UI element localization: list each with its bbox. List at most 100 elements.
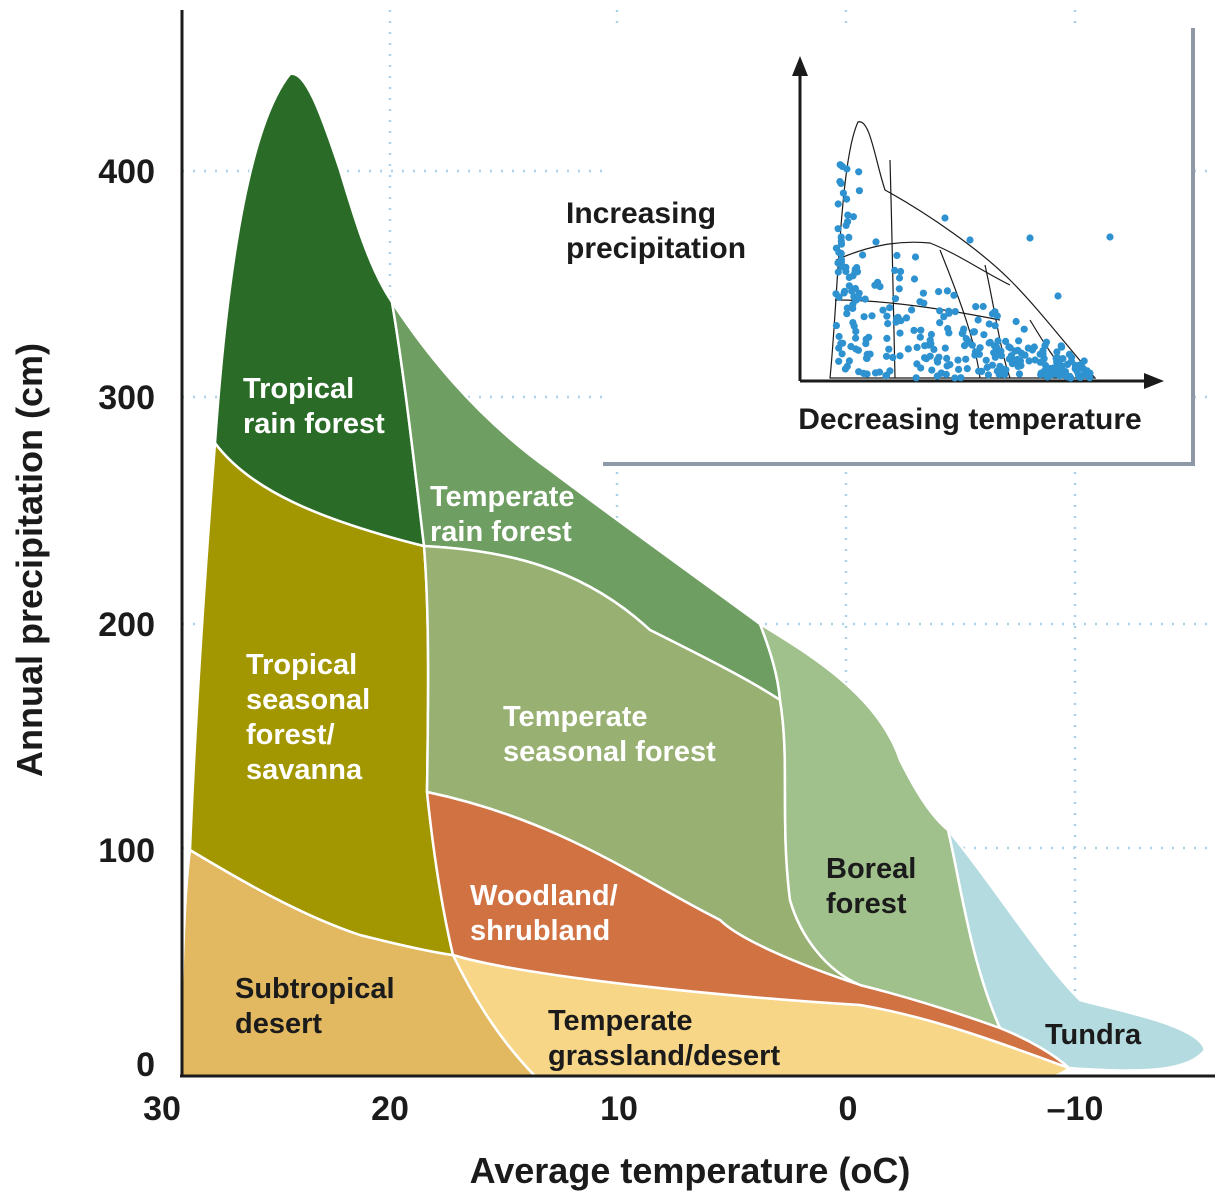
inset-point bbox=[843, 195, 851, 203]
inset-point bbox=[897, 267, 905, 276]
inset-point bbox=[926, 352, 934, 360]
inset-point bbox=[982, 356, 990, 364]
inset-point bbox=[911, 253, 920, 261]
inset-point bbox=[963, 365, 971, 373]
inset-point bbox=[885, 345, 893, 353]
inset-point bbox=[1015, 370, 1024, 378]
inset-point bbox=[928, 366, 936, 374]
inset-point bbox=[1005, 343, 1013, 351]
inset-point bbox=[891, 266, 899, 274]
inset-point bbox=[943, 287, 952, 295]
inset-point bbox=[862, 335, 870, 343]
inset-point bbox=[921, 354, 929, 362]
inset-point bbox=[1042, 338, 1050, 346]
inset-point bbox=[1071, 361, 1079, 369]
inset-point bbox=[1020, 325, 1028, 333]
inset-point bbox=[979, 302, 987, 311]
inset-point bbox=[913, 360, 921, 368]
inset-point bbox=[839, 189, 848, 197]
inset-point bbox=[937, 369, 945, 377]
biome-regions bbox=[180, 72, 1207, 1078]
inset-point bbox=[835, 248, 843, 256]
inset-point bbox=[834, 225, 842, 233]
inset-point bbox=[980, 331, 988, 339]
inset-point bbox=[990, 349, 998, 357]
inset-point bbox=[1019, 351, 1027, 359]
inset-point bbox=[950, 291, 958, 299]
inset-point bbox=[879, 306, 887, 314]
inset-point bbox=[895, 274, 904, 282]
inset-point bbox=[935, 353, 943, 361]
inset-point bbox=[991, 308, 999, 316]
inset-point bbox=[976, 344, 984, 352]
inset-point bbox=[1086, 369, 1094, 377]
inset-point bbox=[957, 374, 965, 382]
inset-point bbox=[1060, 370, 1068, 378]
inset-point bbox=[845, 233, 853, 241]
inset-point bbox=[1046, 371, 1054, 380]
inset-point bbox=[984, 371, 993, 379]
inset-point bbox=[834, 200, 842, 208]
inset-point bbox=[860, 313, 868, 321]
inset-point bbox=[868, 312, 876, 320]
inset-point bbox=[1014, 346, 1022, 354]
inset-point bbox=[855, 289, 863, 297]
inset-point bbox=[966, 236, 974, 244]
inset-point bbox=[886, 367, 894, 375]
inset-point bbox=[842, 221, 850, 229]
inset-point bbox=[855, 368, 863, 376]
y-axis-title: Annual precipitation (cm) bbox=[9, 343, 50, 777]
inset-point bbox=[883, 312, 891, 320]
inset-point bbox=[837, 255, 846, 264]
inset-point bbox=[1106, 233, 1114, 241]
inset-point bbox=[1026, 234, 1034, 242]
inset-point bbox=[893, 251, 901, 260]
inset-point bbox=[945, 329, 953, 337]
inset-point bbox=[854, 346, 863, 354]
inset-point bbox=[1063, 360, 1072, 368]
inset-background bbox=[603, 28, 1195, 464]
inset-point bbox=[904, 345, 912, 353]
inset-point bbox=[882, 372, 890, 380]
inset-point bbox=[945, 307, 953, 315]
inset-point bbox=[927, 330, 936, 339]
inset-point bbox=[836, 161, 844, 169]
inset-point bbox=[1000, 371, 1009, 379]
inset-point bbox=[843, 362, 851, 370]
inset-point bbox=[1015, 337, 1023, 345]
inset-point bbox=[891, 295, 900, 303]
inset-point bbox=[837, 339, 845, 348]
inset-point bbox=[845, 282, 853, 290]
inset-x-label: Decreasing temperature bbox=[798, 403, 1141, 436]
biome-label-temperate-rain-forest: Temperate rain forest bbox=[430, 481, 575, 548]
inset-point bbox=[925, 341, 933, 349]
inset-point bbox=[832, 322, 841, 330]
inset-point bbox=[1057, 343, 1066, 351]
biome-labels: Tropical rain forest Temperate rain forest T… bbox=[235, 373, 1142, 1072]
inset-point bbox=[840, 289, 848, 297]
inset-point bbox=[1036, 358, 1044, 366]
inset-y-label-line-1: Increasing bbox=[566, 197, 716, 230]
biome-label-woodland-shrubland: Woodland/shrubland bbox=[470, 880, 618, 947]
inset-frame bbox=[603, 28, 1195, 466]
biome-label-tropical-seasonal-forest-savanna: Tropical seasonal forest/savanna bbox=[246, 649, 370, 786]
inset-point bbox=[837, 237, 845, 245]
inset-point bbox=[884, 320, 892, 328]
inset-point bbox=[1054, 292, 1062, 300]
inset-point bbox=[972, 303, 980, 311]
inset-point bbox=[859, 251, 867, 259]
inset-point bbox=[971, 348, 980, 356]
biome-label-subtropical-desert: Subtropical desert bbox=[235, 973, 395, 1040]
region-tropical-rain-forest bbox=[213, 72, 426, 548]
inset-point bbox=[988, 361, 997, 369]
inset-point bbox=[995, 370, 1003, 378]
inset-point bbox=[1052, 370, 1060, 378]
inset-point bbox=[863, 370, 871, 378]
x-tick-label: –10 bbox=[1047, 1090, 1104, 1128]
inset-point bbox=[902, 314, 911, 322]
y-tick-label: 100 bbox=[98, 832, 155, 870]
inset-point bbox=[896, 329, 904, 337]
inset-point bbox=[941, 344, 949, 352]
inset-point bbox=[838, 262, 846, 270]
inset-point bbox=[834, 268, 842, 276]
